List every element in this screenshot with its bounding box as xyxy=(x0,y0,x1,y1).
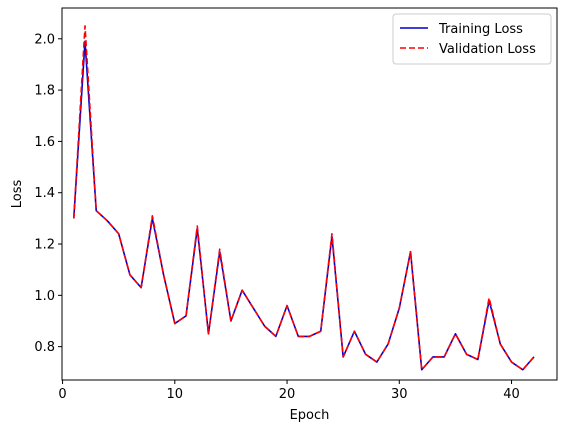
y-tick-label: 1.0 xyxy=(34,289,55,304)
x-tick-label: 10 xyxy=(167,387,184,402)
legend: Training Loss Validation Loss xyxy=(392,13,552,65)
series-layer xyxy=(72,25,535,371)
series-line-validation-loss xyxy=(72,25,535,371)
plot-frame xyxy=(61,7,558,381)
legend-label-validation-loss: Validation Loss xyxy=(439,42,536,57)
x-tick-label: 30 xyxy=(391,387,408,402)
y-tick-label: 0.8 xyxy=(34,340,55,355)
x-tick-label: 40 xyxy=(503,387,520,402)
y-tick-label: 1.6 xyxy=(34,135,55,150)
legend-label-training-loss: Training Loss xyxy=(438,22,523,37)
x-axis-title: Epoch xyxy=(290,408,330,423)
y-tick-label: 1.2 xyxy=(34,238,55,253)
x-tick-label: 0 xyxy=(58,387,66,402)
x-axis-ticks: 0 10 20 30 40 xyxy=(58,380,520,402)
plot-area xyxy=(62,8,557,380)
y-tick-label: 2.0 xyxy=(34,32,55,47)
y-axis-title: Loss xyxy=(10,180,25,209)
y-tick-label: 1.4 xyxy=(34,186,55,201)
x-tick-label: 20 xyxy=(279,387,296,402)
y-axis-ticks: 0.8 1.0 1.2 1.4 1.6 1.8 2.0 xyxy=(34,32,62,355)
legend-box xyxy=(392,13,552,65)
y-tick-label: 1.8 xyxy=(34,84,55,99)
